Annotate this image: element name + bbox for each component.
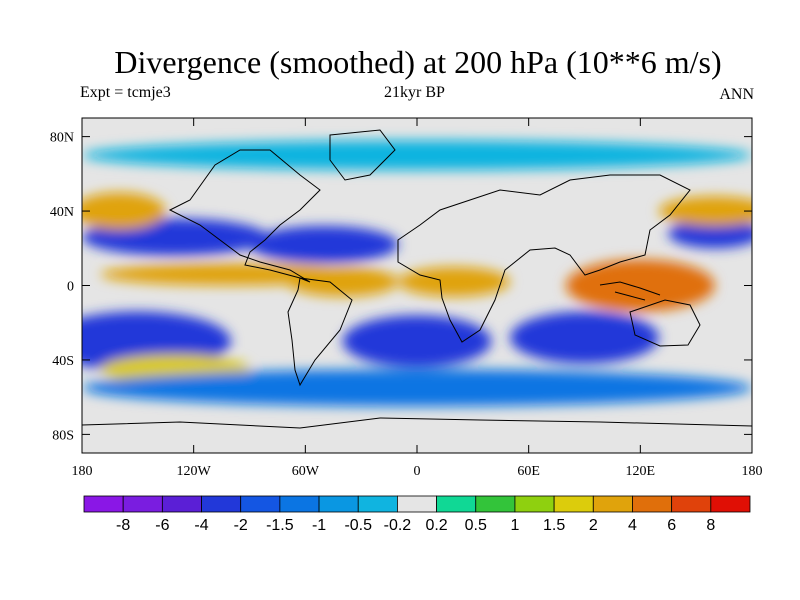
divergence-region-4	[249, 225, 399, 264]
colorbar-label: 6	[667, 517, 676, 534]
colorbar-swatch	[671, 495, 712, 513]
colorbar-swatch	[632, 495, 673, 513]
colorbar-label: 2	[589, 517, 598, 534]
north-america-coastline	[168, 149, 321, 283]
lon-tick-label: 60E	[517, 464, 540, 479]
lat-tick-label: 40S	[52, 354, 74, 369]
colorbar-label: -6	[155, 517, 169, 534]
colorbar-label: -8	[116, 517, 130, 534]
divergence-region-7	[286, 266, 399, 297]
colorbar-swatch	[592, 495, 633, 513]
colorbar: -8 -6 -4 -2 -1.5 -1 -0.5 -0.2 0.2 0.5 1 1.5 2 4 6 8	[83, 495, 751, 534]
greenland-coastline	[329, 129, 396, 181]
colorbar-label: 0.2	[425, 517, 447, 534]
divergence-region-10	[82, 192, 166, 230]
lon-tick-label: 120W	[177, 464, 212, 479]
lon-tick-label: 0	[414, 464, 421, 479]
lat-tick-label: 0	[67, 280, 74, 295]
colorbar-swatch	[279, 495, 320, 513]
colorbar-label: -1	[312, 517, 326, 534]
lon-tick-label: 120E	[626, 464, 656, 479]
colorbar-swatch	[357, 495, 398, 513]
colorbar-swatch	[318, 495, 359, 513]
colorbar-label: -1.5	[266, 517, 294, 534]
divergence-region-9	[565, 259, 715, 312]
colorbar-swatch	[553, 495, 594, 513]
divergence-region-14	[82, 140, 752, 171]
colorbar-swatch	[436, 495, 477, 513]
colorbar-swatch	[710, 495, 751, 513]
indonesia-coastline	[599, 281, 661, 301]
season-label: ANN	[719, 86, 754, 103]
divergence-region-11	[658, 196, 752, 226]
colorbar-label: 0.5	[465, 517, 487, 534]
colorbar-label: 1	[510, 517, 519, 534]
longitude-axis: 180 120W 60W 0 60E 120E 180	[72, 118, 763, 479]
map-plot-area	[82, 118, 752, 453]
divergence-region-2	[510, 311, 659, 364]
colorbar-swatch	[201, 495, 242, 513]
colorbar-swatch	[397, 495, 437, 513]
antarctica-coastline	[82, 417, 752, 429]
colorbar-swatch	[514, 495, 555, 513]
australia-coastline	[629, 299, 701, 347]
lat-tick-label: 80S	[52, 428, 74, 443]
colorbar-swatch	[475, 495, 516, 513]
colorbar-label: -0.5	[344, 517, 372, 534]
africa-europe-asia-coastline	[397, 174, 691, 343]
colorbar-label: 4	[628, 517, 637, 534]
latitude-axis: 80N 40N 0 40S 80S	[50, 131, 752, 443]
period-label: 21kyr BP	[384, 84, 445, 101]
colorbar-label: -2	[234, 517, 248, 534]
colorbar-swatch	[122, 495, 163, 513]
colorbar-label: -4	[194, 517, 208, 534]
lat-tick-label: 80N	[50, 131, 74, 146]
colorbar-label: 1.5	[543, 517, 565, 534]
coastlines	[82, 129, 752, 429]
divergence-region-8	[398, 266, 511, 297]
colorbar-swatch	[240, 495, 281, 513]
divergence-region-1	[342, 315, 492, 368]
lon-tick-label: 180	[742, 464, 763, 479]
lon-tick-label: 180	[72, 464, 93, 479]
experiment-label: Expt = tcmje3	[80, 84, 171, 101]
south-america-coastline	[287, 277, 353, 387]
colorbar-label: 8	[706, 517, 715, 534]
colorbar-label: -0.2	[384, 517, 412, 534]
map-title: Divergence (smoothed) at 200 hPa (10**6 …	[114, 44, 722, 80]
colorbar-swatch	[83, 495, 124, 513]
divergence-region-13	[82, 369, 752, 407]
divergence-region-5	[668, 218, 752, 249]
colorbar-swatch	[161, 495, 202, 513]
lon-tick-label: 60W	[292, 464, 320, 479]
lat-tick-label: 40N	[50, 205, 74, 220]
